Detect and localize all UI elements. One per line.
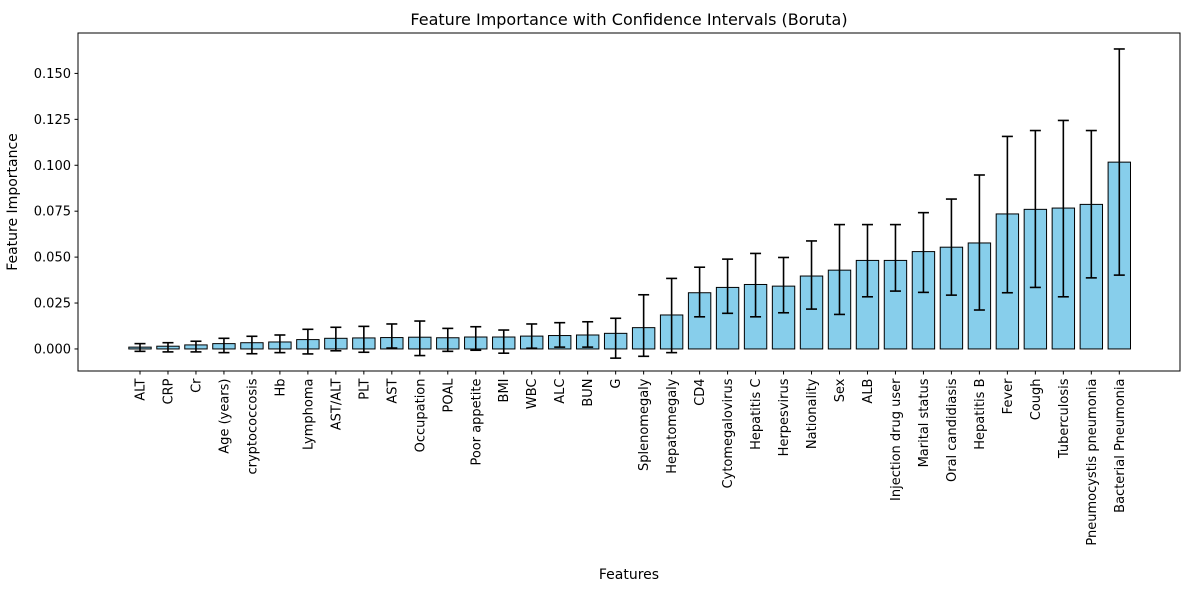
x-tick-label: Hb [273, 379, 288, 397]
y-tick-label: 0.050 [34, 251, 71, 266]
x-tick-label: PLT [357, 378, 372, 399]
chart-title: Feature Importance with Confidence Inter… [410, 10, 847, 29]
x-tick-label: Lymphoma [301, 379, 316, 450]
x-tick-label: Poor appetite [469, 379, 484, 466]
x-tick-label: Age (years) [217, 379, 232, 454]
x-tick-label: AST/ALT [329, 378, 344, 430]
x-axis-label: Features [599, 567, 659, 583]
x-tick-label: Injection drug user [889, 378, 904, 501]
y-tick-label: 0.025 [34, 297, 71, 312]
x-tick-label: Cr [189, 378, 204, 393]
x-tick-label: Marital status [917, 378, 932, 467]
x-tick-label: Fever [1001, 378, 1016, 414]
x-tick-label: Pneumocystis pneumonia [1085, 379, 1100, 546]
x-tick-label: Sex [833, 378, 848, 402]
y-tick-label: 0.125 [34, 113, 71, 128]
x-tick-label: Bacterial Pneumonia [1113, 379, 1128, 513]
x-tick-label: Hepatitis C [749, 379, 764, 450]
x-tick-label: Cytomegalovirus [721, 378, 736, 488]
x-tick-label: CD4 [693, 379, 708, 406]
x-tick-label: BMI [497, 379, 512, 403]
x-tick-label: Oral candidiasis [945, 378, 960, 482]
y-tick-label: 0.000 [34, 342, 71, 357]
x-tick-label: ALB [861, 379, 876, 404]
x-tick-label: BUN [581, 379, 596, 407]
x-tick-label: Nationality [805, 378, 820, 449]
x-tick-label: CRP [161, 378, 176, 404]
x-tick-label: WBC [525, 379, 540, 410]
x-tick-label: Herpesvirus [777, 378, 792, 456]
x-tick-label: AST [385, 378, 400, 403]
x-tick-label: cryptococcosis [245, 378, 260, 474]
y-axis-label: Feature Importance [5, 133, 21, 271]
y-tick-label: 0.150 [34, 67, 71, 82]
y-tick-label: 0.075 [34, 205, 71, 220]
x-tick-label: ALC [553, 379, 568, 404]
x-tick-label: Splenomegaly [637, 378, 652, 471]
x-tick-label: Hepatomegaly [665, 378, 680, 474]
plot-border [77, 32, 1181, 372]
y-axis-ticks-group: 0.000 0.025 0.050 0.075 0.100 0.125 0.150 [34, 67, 78, 357]
y-tick-label: 0.100 [34, 159, 71, 174]
x-tick-label: G [609, 379, 624, 389]
x-tick-label: Hepatitis B [973, 379, 988, 450]
x-tick-label: Tuberculosis [1057, 378, 1072, 459]
x-tick-label: ALT [134, 378, 149, 400]
error-bars-group [134, 48, 1125, 359]
x-tick-label: Occupation [413, 379, 428, 453]
x-axis-ticks-group: ALT CRP Cr Age (years) cryptococcosis Hb Lymph… [134, 371, 1128, 546]
x-tick-label: POAL [441, 378, 456, 413]
x-tick-label: Cough [1029, 379, 1044, 421]
